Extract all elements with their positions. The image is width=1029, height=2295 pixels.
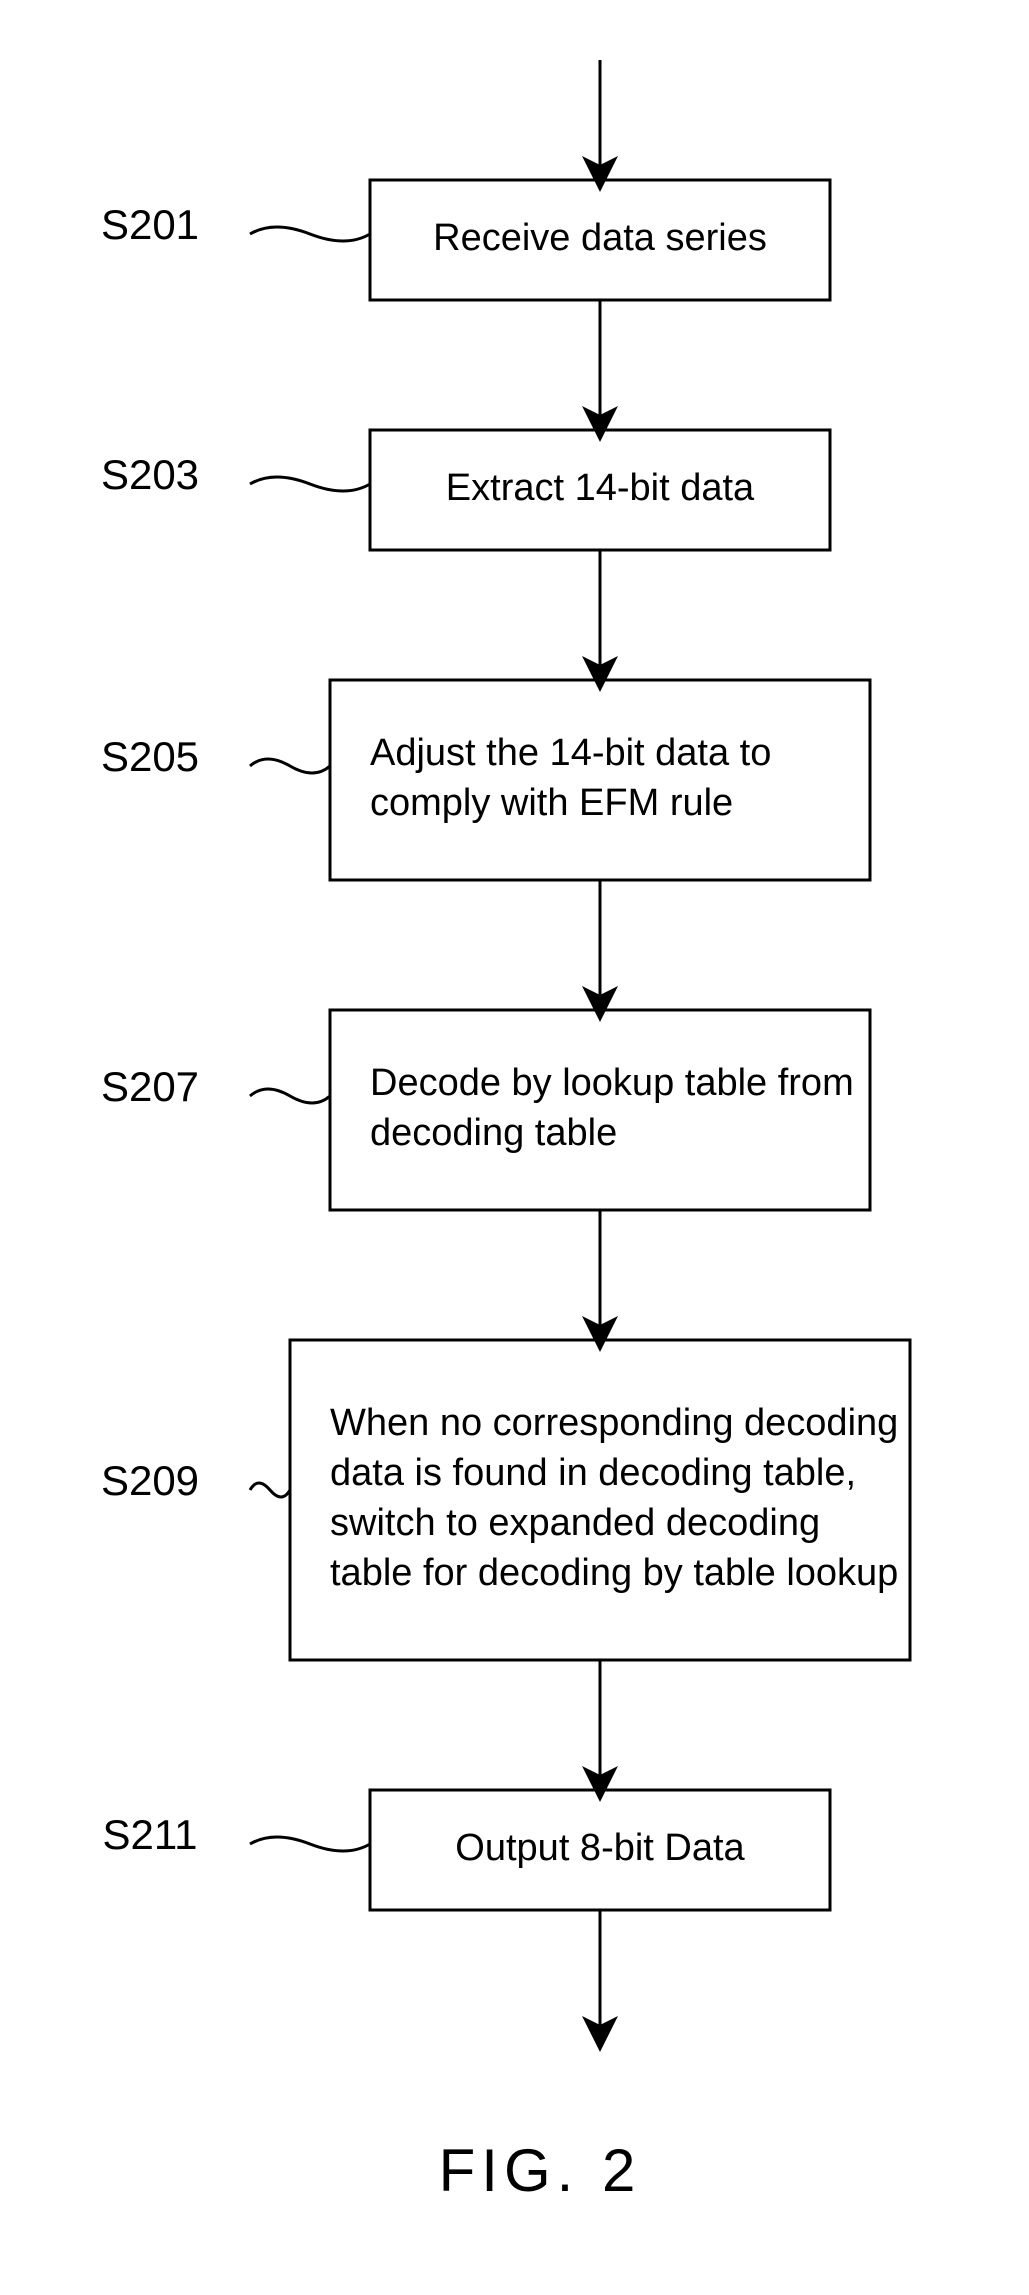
label-connector: [250, 1089, 330, 1103]
step-text: Adjust the 14-bit data to: [370, 732, 771, 774]
step-text: data is found in decoding table,: [330, 1452, 856, 1494]
step-label: S205: [101, 733, 199, 780]
label-connector: [250, 759, 330, 773]
step-text: table for decoding by table lookup: [330, 1552, 898, 1594]
step-text: Extract 14-bit data: [446, 467, 755, 509]
step-box-s207: [330, 1010, 870, 1210]
label-connector: [250, 1483, 290, 1497]
step-label: S211: [103, 1811, 198, 1858]
step-box-s205: [330, 680, 870, 880]
step-box-s209: [290, 1340, 910, 1660]
label-connector: [250, 227, 370, 241]
step-text: Receive data series: [433, 217, 767, 259]
step-text: Decode by lookup table from: [370, 1062, 854, 1104]
flowchart-figure: Receive data series S201 Extract 14-bit da…: [0, 0, 1029, 2295]
step-text: decoding table: [370, 1112, 617, 1154]
step-text: Output 8-bit Data: [455, 1827, 745, 1869]
label-connector: [250, 1837, 370, 1851]
figure-caption: FIG. 2: [439, 2137, 642, 2204]
step-text: comply with EFM rule: [370, 782, 733, 824]
label-connector: [250, 477, 370, 491]
step-label: S209: [101, 1457, 199, 1504]
step-label: S203: [101, 451, 199, 498]
step-label: S207: [101, 1063, 199, 1110]
step-text: switch to expanded decoding: [330, 1502, 820, 1544]
step-label: S201: [101, 201, 199, 248]
step-text: When no corresponding decoding: [330, 1402, 898, 1444]
